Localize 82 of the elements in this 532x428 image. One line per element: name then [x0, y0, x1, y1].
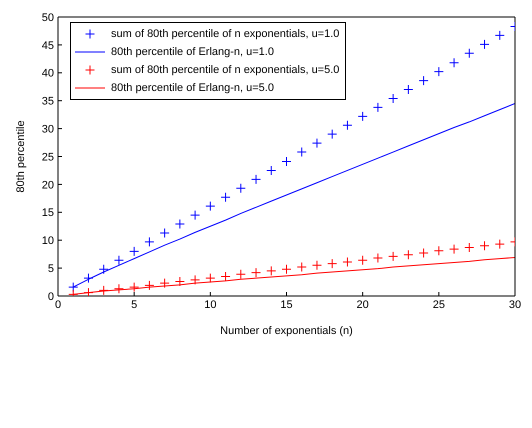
- y-axis-title: 80th percentile: [14, 120, 27, 193]
- point: [494, 30, 505, 40]
- point: [480, 240, 490, 251]
- point: [372, 102, 383, 112]
- x-tick-label: 30: [508, 298, 522, 311]
- point: [114, 255, 124, 266]
- point: [312, 138, 322, 148]
- point: [236, 269, 246, 280]
- point: [98, 264, 109, 274]
- point: [68, 282, 78, 292]
- point: [160, 228, 170, 238]
- point: [174, 219, 185, 230]
- line-series: [72, 102, 515, 288]
- y-tick-label: 35: [42, 96, 54, 108]
- x-tick-label: 15: [280, 298, 293, 311]
- point: [220, 192, 231, 202]
- point: [282, 264, 292, 274]
- y-tick-label: 0: [48, 290, 54, 303]
- point: [418, 76, 429, 86]
- point: [144, 236, 154, 247]
- y-tick-label: 45: [42, 40, 54, 52]
- line-series: [72, 257, 515, 295]
- point: [236, 183, 246, 194]
- point: [205, 273, 216, 284]
- point: [434, 246, 444, 256]
- point: [464, 48, 474, 58]
- point: [434, 66, 444, 77]
- point: [358, 111, 368, 122]
- point: [449, 244, 460, 254]
- y-tick-label: 5: [48, 263, 54, 276]
- point: [327, 129, 338, 140]
- y-tick-label: 10: [42, 235, 54, 248]
- y-tick-label: 40: [42, 68, 54, 80]
- x-axis-title: Number of exponentials (n): [220, 325, 353, 337]
- point: [296, 262, 307, 272]
- y-tick-label: 25: [42, 151, 54, 164]
- point: [480, 39, 490, 50]
- point: [403, 84, 414, 95]
- point: [327, 258, 338, 269]
- point: [418, 248, 429, 258]
- point: [190, 210, 200, 220]
- point: [266, 165, 276, 176]
- x-tick-label: 5: [131, 298, 138, 311]
- legend-label: 80th percentile of Erlang-n, u=1.0: [111, 46, 274, 58]
- point: [205, 201, 216, 212]
- point: [494, 239, 505, 250]
- y-tick-label: 30: [42, 124, 54, 136]
- y-tick-label: 15: [42, 207, 54, 220]
- point: [266, 266, 276, 276]
- point: [296, 147, 307, 158]
- point: [282, 156, 292, 167]
- legend-label: sum of 80th percentile of n exponentials, u=5.0: [111, 64, 340, 76]
- point: [160, 278, 170, 288]
- point: [372, 253, 383, 264]
- point: [403, 250, 414, 260]
- point: [358, 255, 368, 266]
- point: [98, 285, 109, 296]
- point: [174, 276, 185, 286]
- legend-label: sum of 80th percentile of n exponentials, u=1.0: [111, 28, 340, 40]
- point: [464, 242, 474, 252]
- point: [388, 93, 398, 104]
- point: [83, 288, 94, 296]
- point: [342, 256, 352, 267]
- y-tick-label: 20: [42, 179, 54, 192]
- x-tick-label: 25: [432, 298, 445, 311]
- point: [144, 280, 154, 290]
- point: [449, 58, 460, 68]
- point: [129, 246, 140, 256]
- legend-label: 80th percentile of Erlang-n, u=5.0: [111, 82, 274, 94]
- y-tick-label: 50: [42, 12, 54, 24]
- point: [83, 273, 94, 284]
- point: [114, 284, 124, 294]
- point: [388, 251, 398, 262]
- point: [312, 260, 322, 270]
- point: [190, 274, 200, 285]
- x-tick-label: 20: [356, 298, 369, 311]
- point: [342, 120, 352, 130]
- point: [251, 268, 262, 278]
- point: [220, 271, 231, 282]
- point: [251, 174, 262, 184]
- point: [129, 282, 140, 292]
- x-tick-label: 10: [204, 298, 216, 311]
